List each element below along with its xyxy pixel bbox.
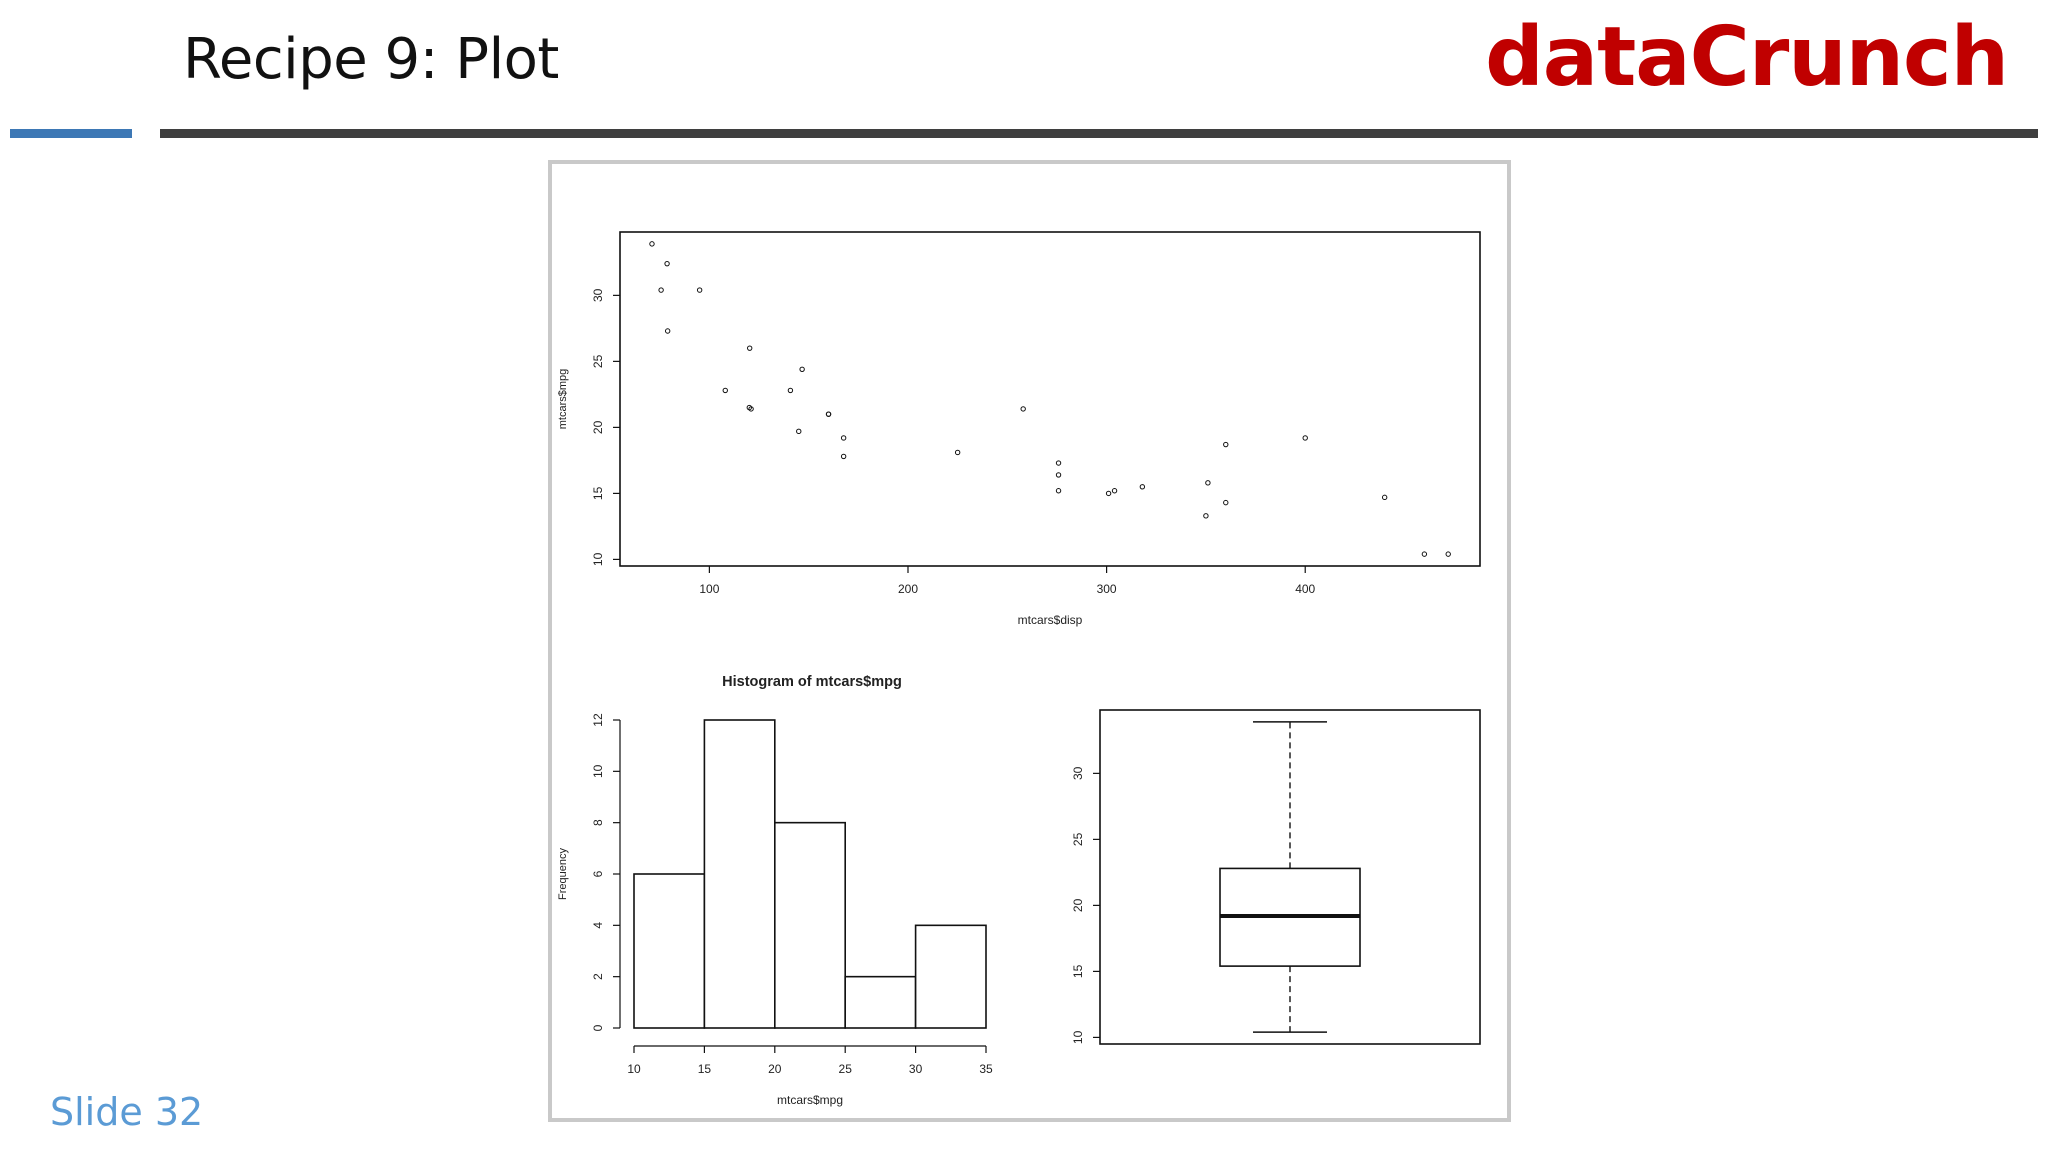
- histogram-x-tick-label: 30: [909, 1062, 923, 1076]
- scatter-point: [1055, 488, 1062, 494]
- scatter-x-tick-label: 100: [699, 582, 719, 596]
- scatter-point: [954, 449, 961, 456]
- scatter-point: [796, 428, 802, 435]
- histogram-x-tick-label: 35: [979, 1062, 993, 1076]
- histogram-y-tick-label: 2: [591, 973, 605, 980]
- scatter-point: [840, 453, 847, 460]
- scatter-point: [1302, 435, 1308, 441]
- scatter-point: [664, 260, 670, 267]
- histogram-y-tick-label: 8: [591, 819, 605, 826]
- scatter-point: [1203, 513, 1209, 519]
- scatter-point: [1223, 441, 1229, 448]
- scatter-point: [1223, 499, 1229, 506]
- scatter-point: [1139, 484, 1146, 490]
- scatter-y-tick-label: 10: [591, 552, 605, 566]
- histogram-x-tick-label: 10: [627, 1062, 641, 1076]
- scatter-point: [1020, 406, 1026, 412]
- scatter-point: [825, 411, 832, 417]
- histogram-bar: [844, 975, 917, 1029]
- scatter-point: [787, 387, 794, 394]
- histogram-y-tick-label: 10: [591, 764, 605, 778]
- figure-frame: 100 200 300 400 10 15 20 25 30 mtcars$disp mtcars$…: [548, 160, 1511, 1122]
- histogram-title: Histogram of mtcars$mpg: [722, 674, 902, 690]
- boxplot-frame: [1099, 709, 1481, 1045]
- plots-canvas: 100 200 300 4001015202530mtcars$dispmtcars$…: [557, 231, 1481, 1107]
- scatter-y-tick-label: 15: [591, 486, 605, 500]
- scatter-point: [722, 387, 728, 394]
- histogram-x-tick-label: 15: [698, 1062, 712, 1076]
- scatter-point: [840, 435, 847, 441]
- header-divider: [160, 129, 2038, 138]
- scatter-point: [649, 241, 655, 247]
- slide-number: Slide 32: [50, 1090, 204, 1134]
- histogram-bar: [633, 873, 706, 1029]
- histogram-x-tick-label: 25: [839, 1062, 853, 1076]
- brand-logo: dataCrunch: [1485, 10, 2009, 105]
- histogram-y-tick-label: 12: [591, 713, 605, 727]
- histogram-bar: [914, 924, 987, 1029]
- scatter-x-axis-label: mtcars$disp: [1018, 613, 1083, 627]
- scatter-point: [1111, 488, 1118, 494]
- histogram-bar: [774, 821, 847, 1029]
- histogram-y-tick-label: 0: [591, 1024, 605, 1031]
- scatter-point: [696, 287, 703, 293]
- scatter-point: [1055, 472, 1062, 478]
- boxplot-y-tick-label: 10: [1071, 1030, 1085, 1044]
- accent-rule: [10, 129, 132, 138]
- scatter-plot-box: [619, 231, 1481, 567]
- boxplot-y-tick-label: 30: [1071, 766, 1085, 780]
- scatter-x-tick-label: 400: [1295, 582, 1315, 596]
- scatter-point: [1055, 460, 1062, 466]
- histogram-y-axis-label: Frequency: [557, 848, 569, 900]
- scatter-point: [664, 328, 671, 334]
- histogram-y-tick-label: 6: [591, 870, 605, 877]
- scatter-x-tick-label: 300: [1097, 582, 1117, 596]
- slide-title: Recipe 9: Plot: [183, 27, 559, 92]
- boxplot-y-tick-label: 15: [1071, 964, 1085, 978]
- scatter-point: [746, 345, 753, 351]
- histogram-y-tick-label: 4: [591, 922, 605, 929]
- scatter-y-tick-label: 25: [591, 354, 605, 368]
- scatter-point: [799, 366, 805, 372]
- scatter-point: [1381, 494, 1388, 501]
- boxplot-y-tick-label: 25: [1071, 832, 1085, 846]
- scatter-point: [1445, 551, 1451, 557]
- histogram-bar: [703, 719, 776, 1029]
- boxplot-y-tick-label: 20: [1071, 898, 1085, 912]
- scatter-x-tick-label: 200: [898, 582, 918, 596]
- scatter-point: [1421, 551, 1428, 557]
- histogram-x-axis-label: mtcars$mpg: [777, 1093, 843, 1107]
- scatter-point: [748, 406, 754, 412]
- scatter-point: [1105, 490, 1112, 497]
- histogram-x-tick-label: 20: [768, 1062, 782, 1076]
- scatter-y-axis-label: mtcars$mpg: [557, 369, 569, 430]
- scatter-point: [658, 287, 664, 293]
- scatter-point: [1205, 480, 1211, 486]
- scatter-y-tick-label: 30: [591, 288, 605, 302]
- scatter-y-tick-label: 20: [591, 420, 605, 434]
